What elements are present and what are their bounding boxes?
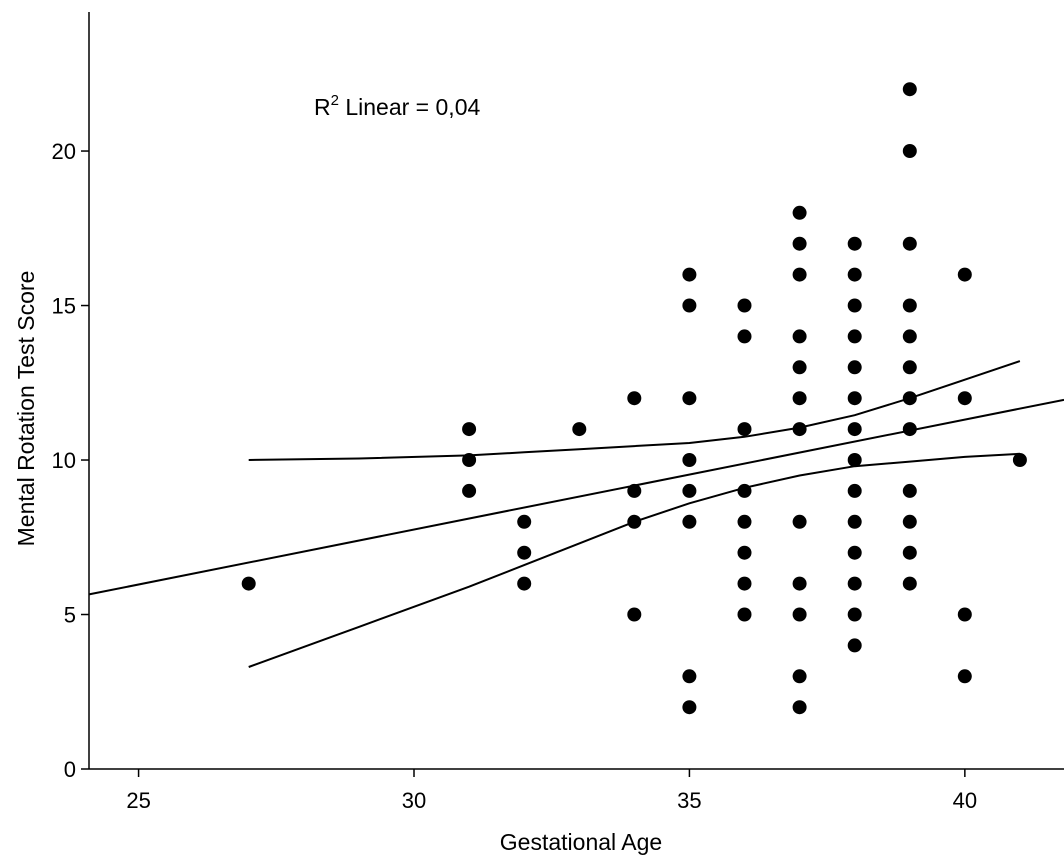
- data-point: [737, 483, 752, 498]
- data-point: [241, 576, 256, 591]
- data-point: [737, 422, 752, 437]
- data-point: [792, 236, 807, 251]
- data-point: [847, 422, 862, 437]
- data-point: [737, 545, 752, 560]
- data-point: [737, 298, 752, 313]
- data-point: [627, 483, 642, 498]
- data-point: [792, 329, 807, 344]
- data-point: [847, 329, 862, 344]
- data-point: [792, 360, 807, 375]
- data-point: [462, 453, 477, 467]
- x-ticks: 25 30 35 40: [126, 769, 977, 813]
- r-squared-annotation: R2 Linear = 0,04: [314, 92, 480, 120]
- data-point: [847, 298, 862, 313]
- data-point: [847, 483, 862, 498]
- data-point: [737, 607, 752, 622]
- data-point: [682, 669, 697, 684]
- data-point: [792, 422, 807, 437]
- data-point: [902, 576, 917, 591]
- data-point: [847, 638, 862, 653]
- x-tick-label: 30: [402, 788, 426, 813]
- data-point: [847, 236, 862, 251]
- data-point: [462, 422, 477, 437]
- data-point: [792, 514, 807, 529]
- y-tick-label: 20: [52, 139, 76, 164]
- data-point: [792, 576, 807, 591]
- data-point: [847, 607, 862, 622]
- data-point: [682, 391, 697, 406]
- data-point: [627, 607, 642, 622]
- fit-lines: [88, 360, 1064, 668]
- data-point: [627, 391, 642, 406]
- y-tick-label: 5: [64, 603, 76, 628]
- data-point: [902, 483, 917, 498]
- data-point: [902, 391, 917, 406]
- data-point: [737, 576, 752, 591]
- data-point: [902, 329, 917, 344]
- data-point: [902, 514, 917, 529]
- data-point: [847, 391, 862, 406]
- data-point: [902, 144, 917, 158]
- data-point: [682, 453, 697, 467]
- y-tick-label: 15: [52, 294, 76, 319]
- data-point: [517, 514, 532, 529]
- data-point: [957, 607, 972, 622]
- data-point: [517, 576, 532, 591]
- data-point: [682, 514, 697, 529]
- data-point: [682, 298, 697, 313]
- data-point: [902, 545, 917, 560]
- data-point: [957, 267, 972, 282]
- data-point: [792, 391, 807, 406]
- data-point: [902, 360, 917, 375]
- data-point: [572, 422, 587, 437]
- data-point: [847, 360, 862, 375]
- y-ticks: 0 5 10 15 20: [52, 139, 89, 782]
- data-point: [627, 514, 642, 529]
- data-point: [957, 669, 972, 684]
- data-point: [847, 453, 862, 467]
- data-point: [902, 236, 917, 251]
- x-axis-title: Gestational Age: [500, 829, 662, 855]
- y-axis-title: Mental Rotation Test Score: [13, 271, 39, 547]
- data-point: [902, 82, 917, 97]
- data-point: [682, 483, 697, 498]
- data-point: [737, 329, 752, 344]
- data-point: [847, 576, 862, 591]
- data-point: [792, 267, 807, 282]
- data-point: [1012, 453, 1027, 467]
- data-point: [792, 700, 807, 715]
- data-point: [957, 391, 972, 406]
- linear-fit-line: [88, 398, 1064, 596]
- data-point: [792, 607, 807, 622]
- data-point: [847, 545, 862, 560]
- data-point: [737, 514, 752, 529]
- data-point: [792, 205, 807, 220]
- data-point: [792, 669, 807, 684]
- ci-lower-curve: [248, 452, 1020, 668]
- data-point: [682, 267, 697, 282]
- data-point: [847, 267, 862, 282]
- data-point: [517, 545, 532, 560]
- x-tick-label: 25: [126, 788, 150, 813]
- data-point: [682, 700, 697, 715]
- data-point: [902, 298, 917, 313]
- x-tick-label: 40: [953, 788, 977, 813]
- data-point: [847, 514, 862, 529]
- x-tick-label: 35: [677, 788, 701, 813]
- data-point: [902, 422, 917, 437]
- data-point: [462, 483, 477, 498]
- ci-upper-curve: [248, 360, 1021, 461]
- data-points: [241, 82, 1027, 715]
- y-tick-label: 0: [64, 757, 76, 782]
- y-tick-label: 10: [52, 448, 76, 473]
